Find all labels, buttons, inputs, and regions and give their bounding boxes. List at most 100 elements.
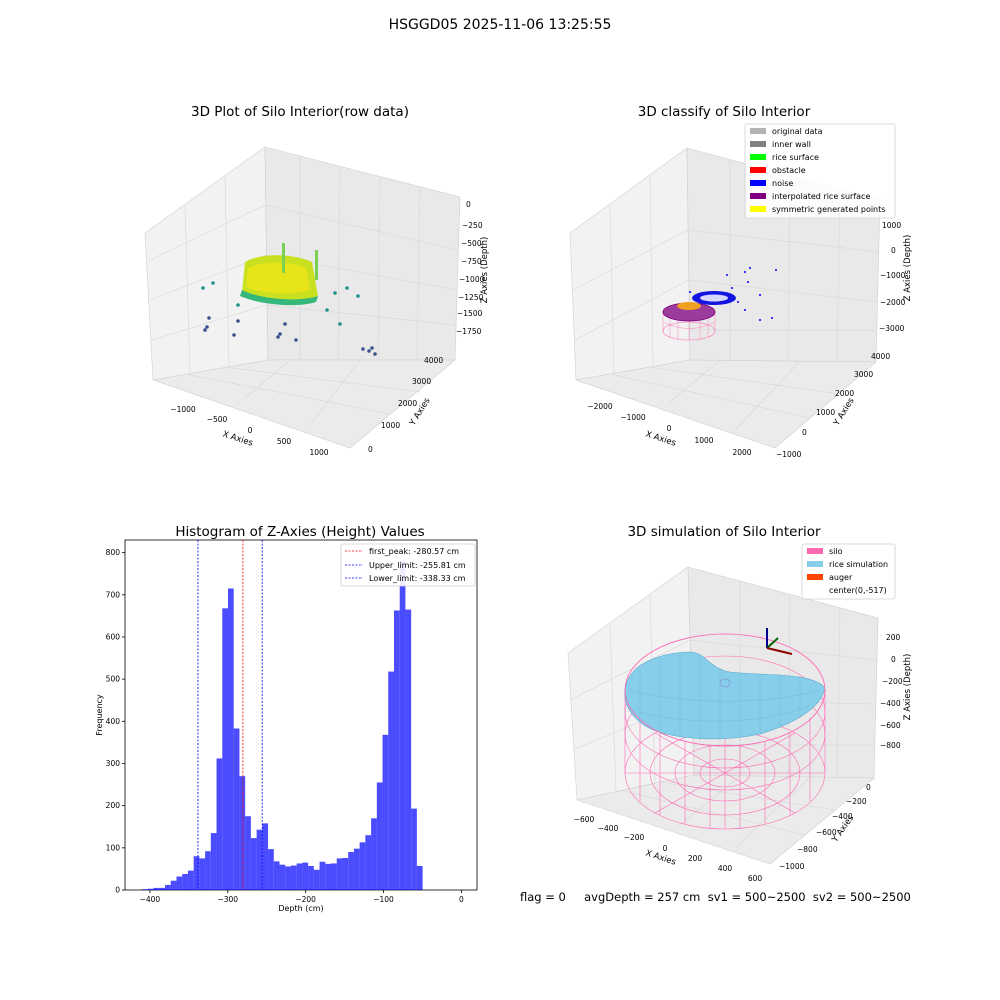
histogram-bar	[405, 609, 412, 890]
legend-swatch	[750, 180, 766, 186]
histogram-bar	[153, 887, 160, 890]
classify-y-tick: 3000	[854, 370, 873, 379]
raw-z-tick: −250	[462, 221, 483, 230]
histogram-y-tick-label: 200	[106, 801, 121, 810]
histogram-bar	[142, 889, 148, 890]
legend-swatch	[807, 548, 823, 554]
histogram-bar	[210, 833, 217, 890]
raw-z-tick: −1000	[459, 275, 485, 284]
raw-x-tick: −500	[207, 415, 228, 424]
histogram-bar	[199, 858, 206, 890]
legend-swatch	[807, 561, 823, 567]
sim-y-tick: −1000	[779, 862, 805, 871]
histogram-bar	[239, 776, 246, 890]
raw-scatter-tick-labels: −1000 −500 0 500 1000 0 1000 2000 3000 4…	[170, 200, 490, 457]
classify-y-tick: 0	[802, 428, 807, 437]
raw-y-tick: 4000	[424, 356, 443, 365]
sim-y-tick: −400	[832, 812, 853, 821]
histogram-bar	[216, 758, 223, 890]
histogram-bar	[353, 848, 360, 890]
histogram-bar	[376, 782, 383, 890]
sim-y-tick: 0	[866, 783, 871, 792]
histogram-legend: first_peak: -280.57 cm Upper_limit: -255…	[340, 543, 476, 587]
histogram-bar	[285, 866, 291, 890]
histogram-bar	[325, 863, 332, 890]
classify-z-tick: 1000	[882, 221, 901, 230]
histogram-bar	[176, 876, 183, 890]
simulation-legend: silo rice simulation auger center(0,-517…	[801, 543, 896, 600]
sim-z-tick: −600	[880, 721, 901, 730]
histogram-bar	[371, 818, 377, 890]
legend-label: Upper_limit: -255.81 cm	[369, 561, 466, 570]
histogram-bar	[308, 865, 314, 890]
histogram-bar	[365, 835, 372, 890]
histogram-bar	[302, 862, 309, 890]
raw-z-tick: −1750	[456, 327, 482, 336]
legend-swatch	[750, 206, 766, 212]
legend-label: original data	[772, 127, 823, 136]
histogram-bar	[290, 865, 297, 890]
histogram-bar	[393, 610, 400, 890]
sim-x-tick: −200	[624, 833, 645, 842]
histogram-bar	[342, 857, 349, 890]
legend-label: auger	[829, 573, 853, 582]
raw-z-tick: −1250	[458, 293, 484, 302]
raw-x-tick: −1000	[170, 405, 196, 414]
legend-label: symmetric generated points	[772, 205, 885, 214]
legend-label: rice surface	[772, 153, 819, 162]
histogram-bar	[268, 849, 274, 890]
legend-swatch	[750, 167, 766, 173]
sim-y-tick: −600	[816, 828, 837, 837]
histogram-bar	[388, 671, 394, 890]
legend-label: center(0,-517)	[829, 586, 887, 595]
classify-x-tick: 0	[667, 424, 672, 433]
raw-x-tick: 500	[277, 437, 292, 446]
legend-label: interpolated rice surface	[772, 192, 870, 201]
histogram-frame	[124, 539, 478, 891]
histogram-y-tick-label: 400	[106, 717, 121, 726]
classify-title: 3D classify of Silo Interior	[637, 104, 811, 120]
histogram-bar	[165, 884, 171, 890]
sim-x-tick: 400	[718, 864, 733, 873]
raw-y-tick: 1000	[381, 421, 400, 430]
histogram-bar	[182, 873, 188, 890]
classify-y-tick: 1000	[816, 408, 835, 417]
histogram-bar	[348, 852, 354, 890]
histogram-plot: −400 −300 −200 −100 0 0 100 200 300 400 500 600 700…	[95, 539, 478, 913]
histogram-bar	[205, 851, 211, 890]
status-footer: flag = 0 avgDepth = 257 cm sv1 = 500~250…	[520, 890, 911, 904]
scatter-raw-title: 3D Plot of Silo Interior(row data)	[191, 104, 409, 120]
legend-swatch	[750, 154, 766, 160]
legend-label: inner wall	[772, 140, 811, 149]
histogram-bar	[193, 856, 200, 890]
classify-y-tick: 2000	[835, 389, 854, 398]
raw-z-tick: −750	[461, 257, 482, 266]
histogram-y-tick-label: 300	[106, 759, 121, 768]
classify-x-tick: 2000	[732, 448, 751, 457]
histogram-y-tick-label: 800	[106, 548, 121, 557]
figure-title: HSGGD05 2025-11-06 13:25:55	[388, 17, 612, 33]
classify-y-tick: −1000	[776, 450, 802, 459]
raw-z-tick: −1500	[457, 309, 483, 318]
histogram-bar	[227, 588, 234, 890]
histogram-x-tick-label: −200	[295, 895, 316, 904]
sim-z-tick: 200	[886, 633, 901, 642]
histogram-bar	[336, 858, 343, 890]
sim-x-tick: −400	[598, 824, 619, 833]
sim-x-tick: −600	[574, 815, 595, 824]
legend-swatch	[807, 574, 823, 580]
histogram-bar	[222, 608, 228, 890]
sim-z-tick: −800	[880, 741, 901, 750]
histogram-bar	[273, 861, 280, 890]
classify-x-tick: −2000	[587, 402, 613, 411]
classify-y-tick: 4000	[871, 352, 890, 361]
sim-x-tick: 600	[748, 874, 763, 883]
histogram-bars	[142, 561, 423, 890]
sim-y-tick: −800	[797, 845, 818, 854]
classify-z-tick: −3000	[879, 324, 905, 333]
legend-label: first_peak: -280.57 cm	[369, 547, 459, 556]
histogram-y-tick-label: 0	[115, 886, 120, 895]
histogram-bar	[245, 816, 251, 890]
raw-z-tick: 0	[466, 200, 471, 209]
raw-y-tick: 3000	[412, 377, 431, 386]
